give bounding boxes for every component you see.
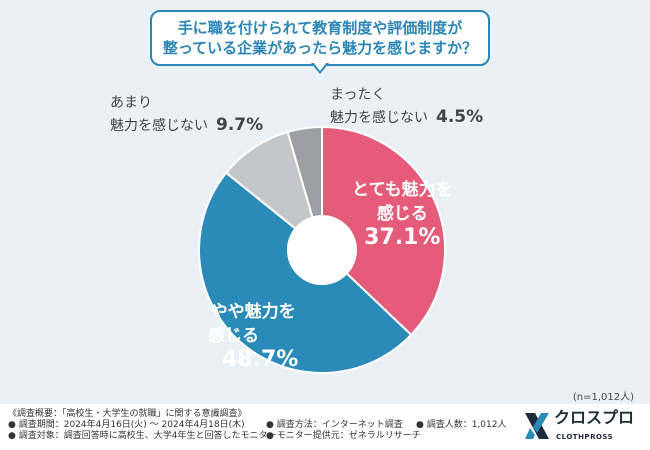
footer-survey-target: ● 調査対象：調査回答時に高校生、大学4年生と回答したモニター bbox=[8, 431, 277, 441]
label-not-at-all-attractive-line1: まったく bbox=[330, 87, 386, 103]
footer-survey-method: ● 調査方法：インターネット調査 bbox=[266, 420, 403, 430]
label-somewhat-attractive: やや魅力を 感じる 48.7% bbox=[208, 300, 298, 372]
footer-monitor-provider: ● モニター提供元：ゼネラルリサーチ bbox=[266, 431, 421, 441]
title-line-1: 手に職を付けられて教育制度や評価制度が bbox=[177, 19, 463, 37]
label-not-at-all-attractive-pct: 4.5% bbox=[436, 107, 484, 127]
chart-title: 手に職を付けられて教育制度や評価制度が 整っている企業があったら魅力を感じますか… bbox=[150, 10, 490, 66]
label-not-at-all-attractive-line2: 魅力を感じない bbox=[330, 110, 428, 126]
footer-mid-column: ● 調査方法：インターネット調査 ● モニター提供元：ゼネラルリサーチ bbox=[266, 420, 421, 442]
logo-subtitle: CLOTHPROSS bbox=[556, 433, 614, 441]
label-not-very-attractive-pct: 9.7% bbox=[216, 115, 264, 135]
footer-survey-period: ● 調査期間：2024年4月16日(火) ～ 2024年4月18日(木) bbox=[8, 420, 245, 430]
label-very-attractive-pct: 37.1% bbox=[364, 225, 441, 250]
label-somewhat-attractive-pct: 48.7% bbox=[222, 347, 299, 372]
title-line-2: 整っている企業があったら魅力を感じますか？ bbox=[162, 39, 478, 57]
logo-x-icon bbox=[525, 413, 549, 439]
label-not-very-attractive: あまり 魅力を感じない 9.7% bbox=[110, 92, 263, 137]
label-somewhat-attractive-line1: やや魅力を bbox=[210, 302, 296, 322]
donut-chart bbox=[198, 125, 446, 374]
survey-footer: 《調査概要：「高校生・大学生の就職」に関する意識調査》 ● 調査期間：2024年… bbox=[0, 404, 650, 450]
footer-right-column: ● 調査人数：1,012人 bbox=[416, 420, 506, 431]
label-very-attractive-line1: とても魅力を bbox=[352, 180, 453, 200]
sample-size: (n=1,012人) bbox=[572, 392, 634, 403]
footer-left-column: 《調査概要：「高校生・大学生の就職」に関する意識調査》 ● 調査期間：2024年… bbox=[8, 409, 276, 442]
title-callout-tail-inner bbox=[313, 62, 327, 71]
label-somewhat-attractive-line2: 感じる bbox=[208, 326, 259, 346]
company-logo: クロスプロ CLOTHPROSS bbox=[522, 410, 642, 444]
footer-survey-overview: 《調査概要：「高校生・大学生の就職」に関する意識調査》 bbox=[8, 409, 247, 419]
logo-name: クロスプロ bbox=[554, 408, 635, 427]
label-not-very-attractive-line2: 魅力を感じない bbox=[110, 118, 208, 134]
label-not-at-all-attractive: まったく 魅力を感じない 4.5% bbox=[330, 84, 483, 129]
donut-hole bbox=[288, 216, 356, 284]
label-very-attractive-line2: 感じる bbox=[376, 204, 428, 224]
label-very-attractive: とても魅力を 感じる 37.1% bbox=[352, 178, 453, 250]
footer-survey-count: ● 調査人数：1,012人 bbox=[416, 420, 507, 430]
label-not-very-attractive-line1: あまり bbox=[110, 95, 152, 111]
